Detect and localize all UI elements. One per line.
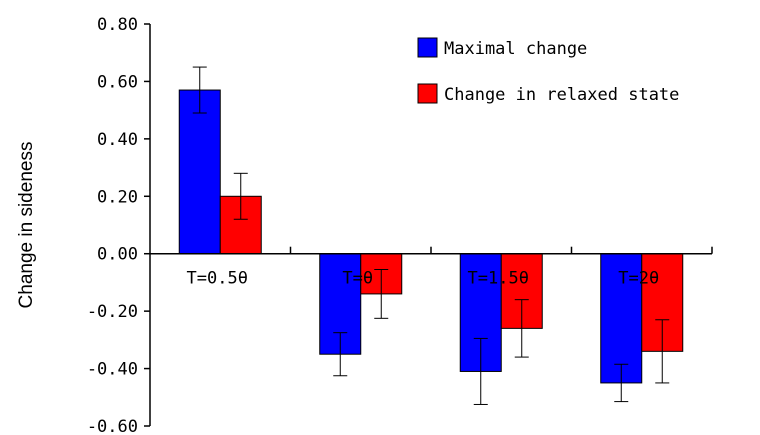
legend-label-maximal-change: Maximal change	[444, 39, 587, 59]
y-axis-label: Change in sideness	[16, 142, 37, 309]
bar	[641, 253, 684, 352]
y-tick-label: 0.20	[97, 187, 138, 207]
y-tick-label: 0.80	[97, 15, 138, 35]
y-ticks: 0.80 0.60 0.40 0.20 0.00 -0.20 -0.40 -0.60	[87, 15, 713, 435]
category-labels: T=0.5θ T=θ T=1.5θ T=2θ	[187, 269, 660, 289]
y-tick-label: 0.40	[97, 130, 138, 150]
y-tick-label: 0.00	[97, 245, 138, 265]
y-tick-label: -0.40	[87, 360, 138, 380]
category-label: T=θ	[342, 269, 373, 289]
legend-swatch-relaxed-state	[417, 83, 438, 104]
legend: Maximal change Change in relaxed state	[417, 37, 679, 105]
y-tick-label: 0.60	[97, 72, 138, 92]
bar	[600, 253, 643, 384]
legend-label-relaxed-state: Change in relaxed state	[444, 85, 679, 105]
category-label: T=2θ	[618, 269, 659, 289]
category-label: T=1.5θ	[468, 269, 529, 289]
y-tick-label: -0.60	[87, 417, 138, 435]
legend-swatch-maximal-change	[417, 37, 438, 58]
bar	[178, 89, 221, 255]
y-tick-label: -0.20	[87, 302, 138, 322]
category-label: T=0.5θ	[187, 269, 248, 289]
bars-layer	[178, 66, 684, 405]
